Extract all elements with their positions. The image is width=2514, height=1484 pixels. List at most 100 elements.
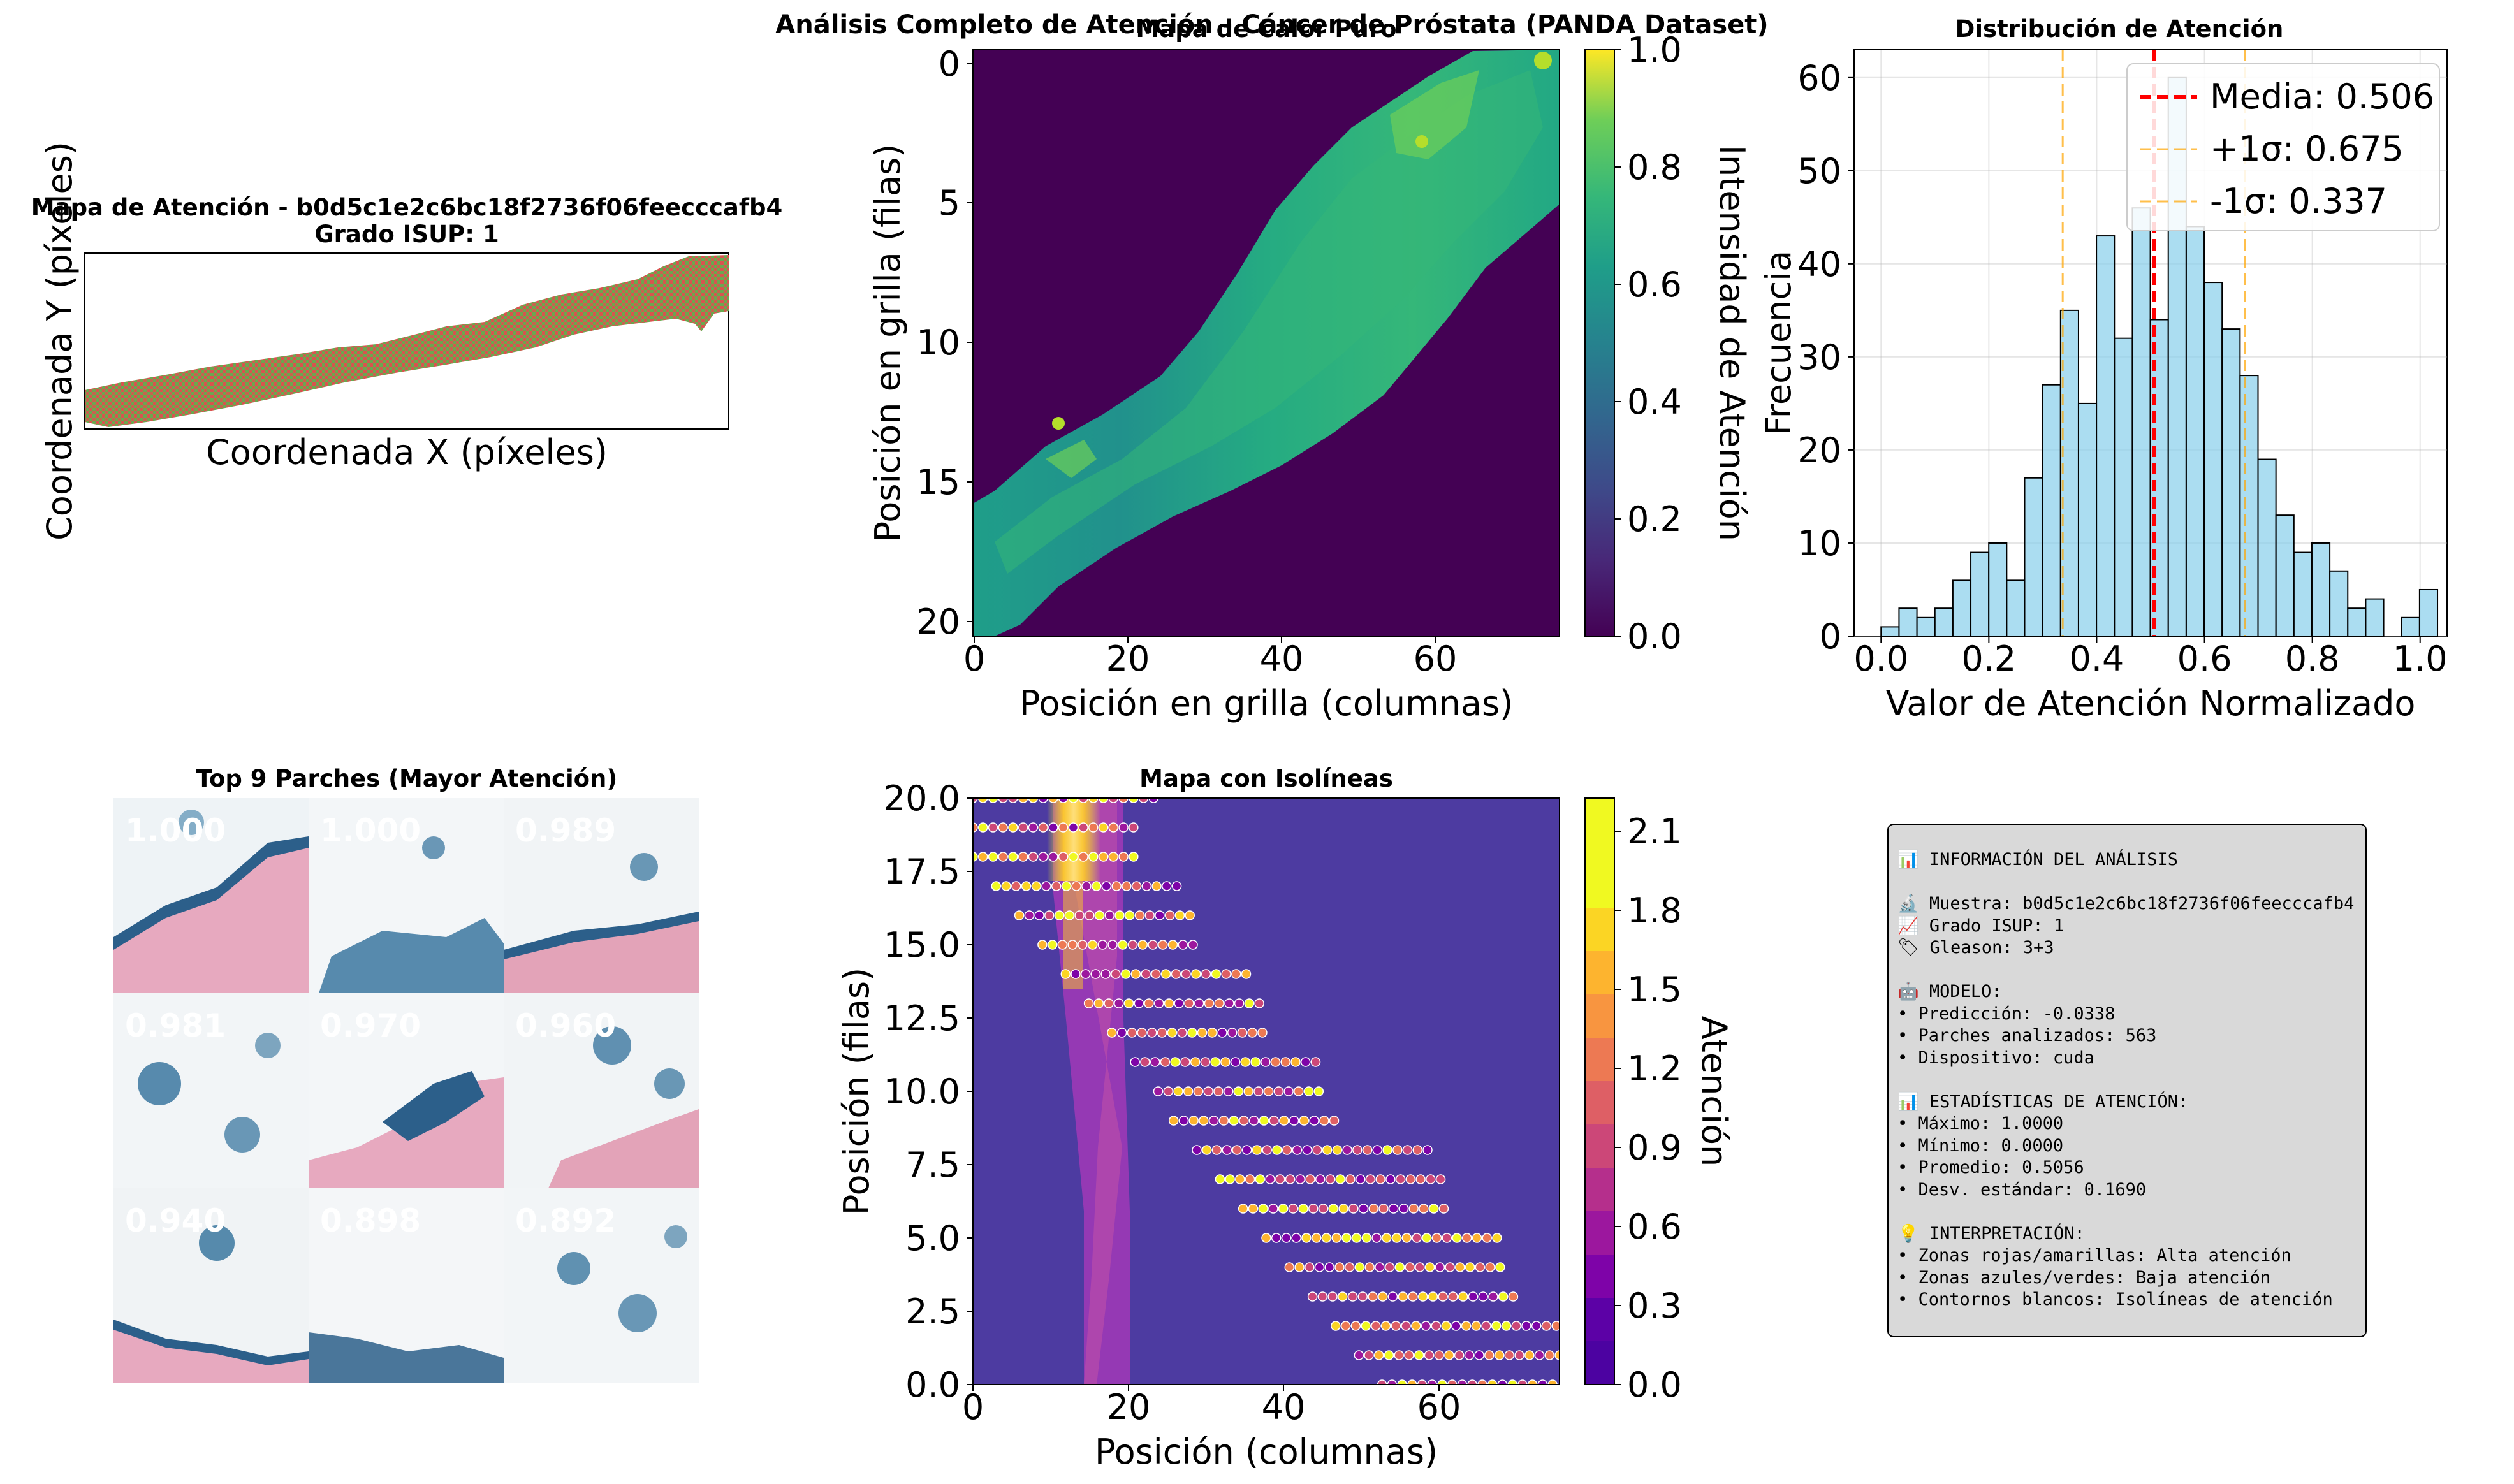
contour-point [1058, 822, 1069, 833]
contour-point [1104, 998, 1114, 1008]
contour-point [1107, 1028, 1117, 1038]
tissue-map-title-line2: Grado ISUP: 1 [314, 221, 499, 248]
contour-point [1344, 1262, 1355, 1272]
contour-point [1171, 881, 1182, 891]
hist-xtick: 0.6 [2177, 639, 2232, 679]
hist-bar [2042, 384, 2061, 637]
contour-point [1214, 998, 1224, 1008]
contour-point [1250, 1057, 1261, 1067]
contour-point [1517, 1379, 1528, 1385]
contour-point [1240, 1057, 1251, 1067]
contour-point [1151, 969, 1161, 979]
contour-point [1438, 1291, 1448, 1302]
contour-point [1294, 1086, 1304, 1096]
contour-point [1201, 969, 1211, 979]
contour-point [1041, 881, 1051, 891]
contour-point [1071, 969, 1081, 979]
patch-tile: 0.981 [113, 993, 309, 1188]
contour-point [1107, 940, 1118, 950]
contour-point [1315, 1174, 1326, 1184]
contour-point [1018, 798, 1028, 803]
histogram-xticks: 0.0 0.2 0.4 0.6 0.8 1.0 [1853, 636, 2448, 679]
hist-xtick: 0.0 [1853, 639, 1908, 679]
contour-point [1091, 881, 1102, 891]
contour-point [1352, 1145, 1363, 1155]
contour-point [1100, 969, 1111, 979]
heatmap-ytick: 5 [939, 183, 960, 223]
contour-point [1312, 1145, 1322, 1155]
contour-point [1280, 1057, 1291, 1067]
hist-bar [1916, 616, 1936, 637]
contour-point [1398, 1204, 1409, 1214]
contour-point [1448, 1291, 1458, 1302]
contour-point [1137, 1028, 1147, 1038]
heatmap-cbar-tick: 1.0 [1627, 30, 1682, 70]
contour-point [1282, 1145, 1292, 1155]
contour-ytick: 5.0 [905, 1218, 960, 1258]
heatmap-cbar-tick: 0.8 [1627, 147, 1682, 187]
patch-score: 0.892 [515, 1202, 616, 1239]
contour-point [1261, 1233, 1271, 1243]
contour-point [1434, 1350, 1444, 1360]
contour-point [1271, 1233, 1282, 1243]
heatmap-cbar-tick: 0.6 [1627, 265, 1682, 305]
contour-point [1421, 1321, 1431, 1331]
contour-point [1317, 1291, 1328, 1302]
contour-point [1378, 1291, 1388, 1302]
contour-point [1068, 822, 1079, 833]
contour-point [1514, 1350, 1524, 1360]
contour-point [1278, 1204, 1289, 1214]
contour-point [1018, 822, 1028, 833]
contour-point [1058, 798, 1069, 803]
contour-point [1531, 1321, 1542, 1331]
hist-xtick: 0.8 [2285, 639, 2340, 679]
hist-bar [1934, 607, 1954, 637]
figure-suptitle: Análisis Completo de Atención - Cáncer d… [775, 10, 1768, 40]
contour-point [1014, 910, 1025, 920]
contour-point [1238, 1204, 1248, 1214]
contour-point [1210, 1057, 1220, 1067]
contour-point [1151, 881, 1162, 891]
contour-point [1203, 1086, 1213, 1096]
contour-point [1057, 940, 1068, 950]
info-line: 📈 Grado ISUP: 1 [1897, 915, 2065, 936]
contour-point [1445, 1262, 1455, 1272]
contour-point [1227, 1028, 1238, 1038]
contour-point [1162, 881, 1172, 891]
hist-bar [2329, 570, 2349, 637]
contour-point [1188, 1116, 1199, 1126]
patch-score: 1.000 [125, 812, 226, 849]
contour-colorbar [1584, 797, 1615, 1385]
contour-xlabel: Posición (columnas) [1095, 1432, 1438, 1472]
contour-point [1368, 1291, 1378, 1302]
contour-point [991, 881, 1002, 891]
contour-point [1498, 1291, 1509, 1302]
contour-point [1024, 910, 1035, 920]
contour-point [1314, 1262, 1325, 1272]
contour-point [1527, 1379, 1538, 1385]
contour-point [1047, 940, 1058, 950]
contour-point [1164, 910, 1175, 920]
contour-point [1457, 1379, 1468, 1385]
heatmap-xticks: 0 20 40 60 [963, 636, 1457, 679]
contour-point [1248, 1204, 1259, 1214]
hist-ytick: 30 [1797, 337, 1841, 377]
contour-point [1368, 1204, 1379, 1214]
info-line: • Desv. estándar: 0.1690 [1897, 1179, 2147, 1200]
contour-point [1362, 1145, 1373, 1155]
contour-point [1302, 1145, 1312, 1155]
contour-point [1415, 1262, 1425, 1272]
contour-point [1208, 1116, 1219, 1126]
contour-point [1134, 998, 1144, 1008]
contour-point [1305, 1262, 1315, 1272]
contour-point [1202, 1145, 1212, 1155]
heatmap-band [973, 50, 1560, 636]
contour-point [1218, 1116, 1229, 1126]
info-line: • Zonas rojas/amarillas: Alta atención [1897, 1246, 2291, 1265]
contour-point [1394, 1350, 1404, 1360]
contour-point [1054, 910, 1065, 920]
contour-point [1329, 1116, 1340, 1126]
contour-point [1324, 1262, 1335, 1272]
heatmap-ylabel: Posición en grilla (filas) [868, 144, 908, 542]
heatmap-cbar-tick: 0.2 [1627, 499, 1682, 539]
